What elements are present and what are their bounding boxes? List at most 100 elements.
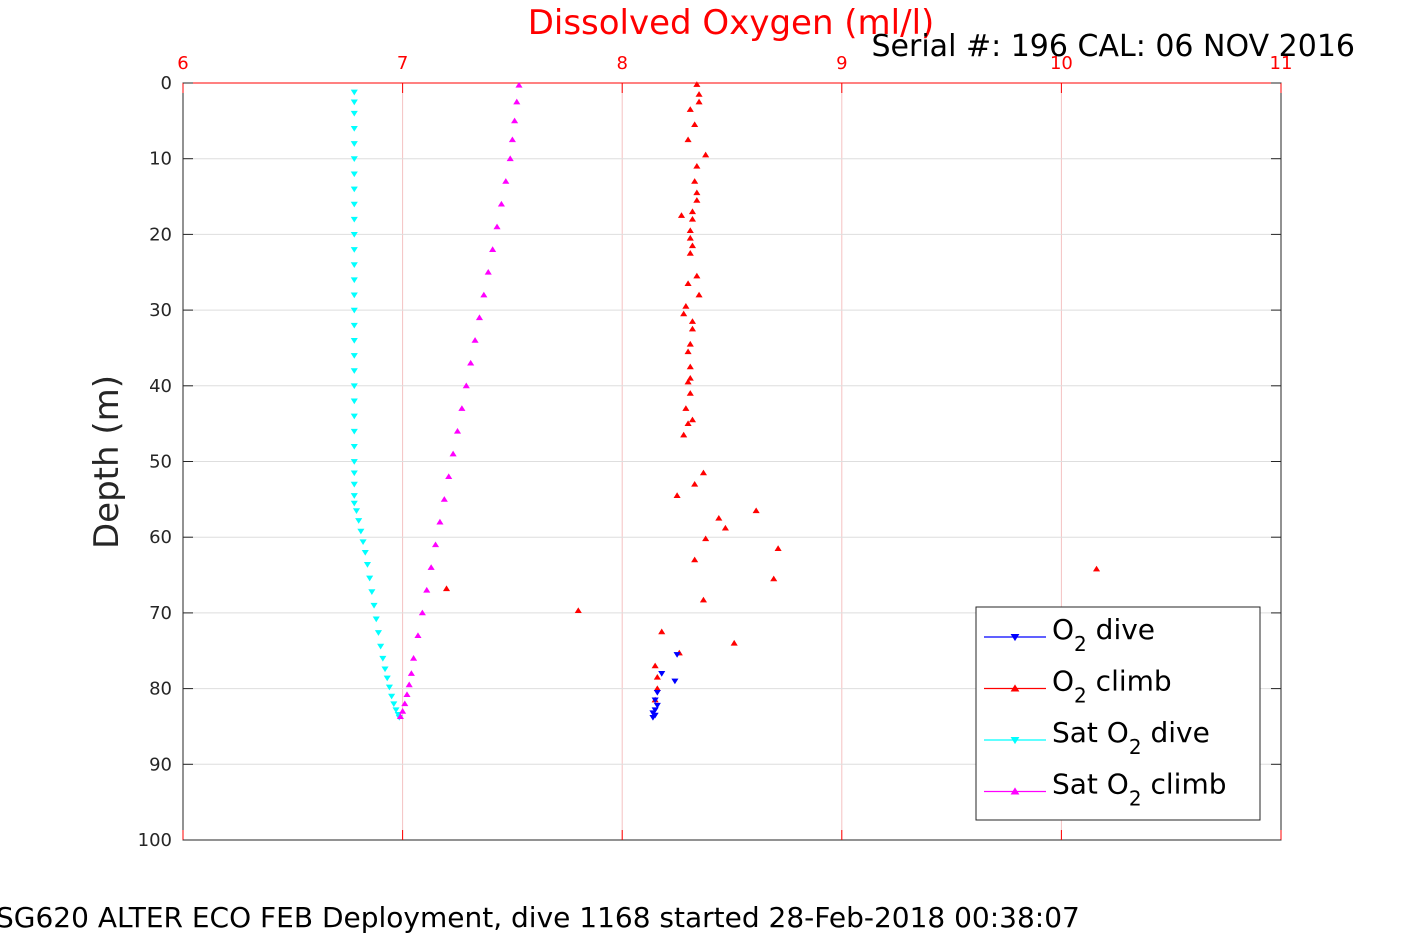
data-point: [686, 374, 694, 381]
data-point: [350, 99, 358, 106]
data-point: [350, 156, 358, 162]
data-point: [673, 652, 681, 658]
legend-label: O2 climb: [1052, 665, 1172, 708]
data-point: [368, 589, 376, 595]
data-point: [390, 701, 398, 708]
data-point: [688, 242, 697, 249]
data-point: [695, 98, 703, 105]
legend-marker: [1010, 737, 1020, 745]
data-point: [686, 234, 694, 241]
data-point: [686, 250, 694, 256]
legend-marker: [1010, 634, 1020, 642]
data-point: [1092, 565, 1101, 572]
data-point: [449, 450, 457, 457]
legend-marker: [1010, 787, 1020, 795]
legend-label: Sat O2 dive: [1052, 716, 1210, 759]
data-point: [680, 431, 688, 438]
data-point: [403, 691, 411, 698]
data-point: [350, 383, 358, 390]
data-point: [405, 681, 413, 688]
data-point: [350, 89, 358, 96]
legend: O2 dive O2 climb Sat O2 dive Sat O2 climb: [975, 606, 1261, 821]
data-point: [350, 459, 358, 465]
data-point: [684, 280, 692, 287]
data-point: [350, 110, 358, 117]
data-point: [374, 630, 382, 636]
dive-caption: SG620 ALTER ECO FEB Deployment, dive 116…: [0, 901, 1080, 934]
x-tick-label: 11: [1270, 53, 1293, 74]
data-point: [680, 310, 688, 317]
data-point: [471, 337, 479, 343]
data-point: [361, 549, 369, 556]
data-point: [730, 639, 738, 646]
data-point: [363, 562, 372, 568]
series-sat-o2-dive: [350, 89, 403, 721]
data-point: [445, 473, 453, 480]
data-point: [458, 405, 466, 411]
y-tick-label: 80: [149, 679, 172, 700]
data-point: [350, 171, 358, 178]
legend-marker: [1010, 684, 1020, 692]
data-point: [684, 136, 692, 143]
data-point: [418, 609, 426, 616]
data-point: [493, 223, 501, 230]
data-point: [691, 480, 699, 487]
data-point: [359, 539, 367, 546]
data-point: [350, 493, 358, 499]
data-marks: [350, 81, 1101, 721]
data-point: [410, 655, 418, 661]
data-point: [381, 666, 389, 673]
data-point: [497, 200, 505, 207]
data-point: [682, 303, 690, 309]
data-point: [653, 702, 661, 709]
data-point: [442, 585, 451, 592]
data-point: [513, 98, 521, 105]
data-point: [480, 291, 488, 298]
data-point: [508, 136, 516, 143]
data-point: [399, 708, 407, 714]
data-point: [693, 189, 701, 196]
chart-title: Dissolved Oxygen (ml/l): [528, 3, 935, 43]
data-point: [651, 707, 659, 714]
data-point: [774, 545, 782, 551]
x-tick-label: 10: [1050, 53, 1073, 74]
x-axis-ticks: 6 7 8 9 10 11: [177, 53, 1292, 840]
data-point: [686, 363, 694, 370]
data-point: [702, 151, 710, 158]
y-tick-label: 60: [149, 527, 172, 548]
data-point: [658, 628, 666, 635]
data-point: [350, 292, 358, 299]
series-sat-o2-climb: [396, 82, 523, 720]
data-point: [396, 713, 404, 720]
data-point: [383, 675, 391, 682]
data-point: [401, 700, 409, 707]
data-point: [431, 541, 440, 548]
data-point: [436, 518, 444, 525]
data-point: [695, 291, 703, 298]
data-point: [684, 378, 692, 385]
serial-calibration-label: Serial #: 196 CAL: 06 NOV 2016: [872, 29, 1355, 64]
data-point: [702, 535, 710, 542]
data-point: [688, 318, 697, 324]
data-point: [423, 586, 431, 593]
data-point: [651, 662, 659, 669]
data-point: [484, 268, 492, 275]
legend-box: [975, 606, 1261, 821]
data-point: [357, 528, 365, 535]
data-point: [686, 340, 694, 347]
data-point: [686, 227, 694, 234]
data-point: [385, 684, 393, 691]
data-point: [682, 405, 690, 411]
x-tick-label: 9: [836, 53, 847, 74]
data-point: [649, 714, 657, 721]
data-point: [693, 197, 701, 203]
data-point: [752, 507, 760, 514]
y-tick-label: 0: [161, 73, 172, 94]
data-point: [574, 607, 582, 614]
y-tick-label: 100: [138, 830, 172, 851]
data-point: [502, 178, 510, 184]
data-point: [467, 359, 475, 366]
data-point: [515, 82, 523, 88]
data-point: [691, 121, 699, 128]
data-point: [721, 524, 729, 531]
